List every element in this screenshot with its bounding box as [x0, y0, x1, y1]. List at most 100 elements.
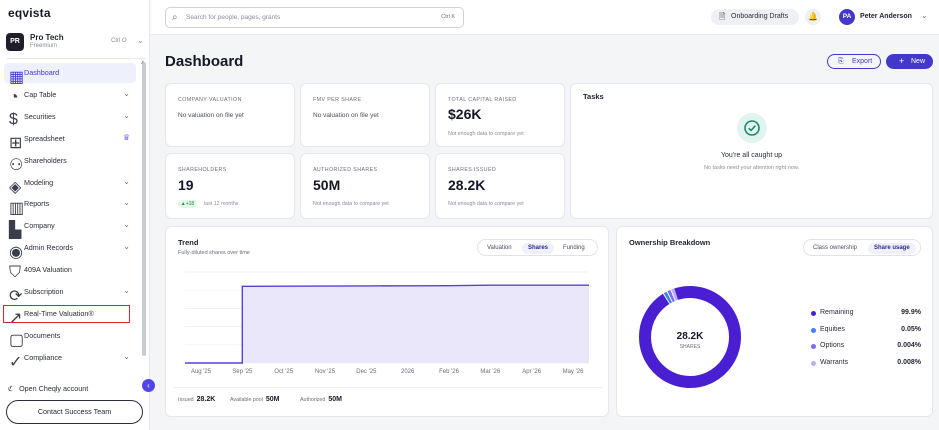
sidebar-scrollbar[interactable]: [142, 62, 146, 356]
tasks-title: Tasks: [583, 92, 604, 101]
sidebar-item-cap-table[interactable]: ◔ Cap Table ⌄: [4, 85, 136, 106]
metric-value: 50M: [313, 177, 341, 193]
x-tick-label: May '26: [563, 369, 584, 375]
legend-label: Options: [820, 342, 845, 349]
sidebar-item-modeling[interactable]: ◈ Modeling ⌄: [4, 173, 136, 196]
tab-class-ownership[interactable]: Class ownership: [813, 245, 858, 251]
legend-swatch: [811, 327, 816, 333]
tab-valuation[interactable]: Valuation: [487, 245, 512, 251]
collapse-sidebar-button[interactable]: ‹: [142, 379, 155, 392]
ownership-donut-chart: 28.2K SHARES: [639, 286, 741, 388]
donut-slice-remaining: [639, 286, 741, 388]
export-button[interactable]: ⎘ Export: [827, 54, 881, 69]
legend-value: 99.9%: [901, 309, 921, 316]
trend-title: Trend: [178, 238, 199, 247]
sidebar: eqvista PR Pro Tech Freemium Ctrl O ⌄ ▦ D…: [0, 0, 150, 430]
metric-sub: last 12 months: [204, 201, 239, 207]
x-tick-label: Dec '25: [356, 369, 377, 375]
metric-label: TOTAL CAPITAL RAISED: [448, 97, 517, 103]
page-title: Dashboard: [165, 53, 244, 70]
divider: [6, 58, 146, 59]
compliance-icon: ✓: [9, 353, 23, 371]
sidebar-item-dashboard[interactable]: ▦ Dashboard: [4, 63, 136, 86]
x-tick-label: Sep '25: [232, 369, 253, 375]
chevron-down-icon: ⌄: [123, 286, 130, 295]
sidebar-item-documents[interactable]: ▢ Documents: [4, 326, 136, 349]
sidebar-item-label: Spreadsheet: [24, 133, 65, 143]
footer-pool: Available pool 50M: [230, 396, 280, 403]
sidebar-item-label: Admin Records: [24, 243, 74, 253]
sidebar-item-label: Modeling: [24, 177, 54, 187]
top-header: ⌕ Search for people, pages, grants Ctrl …: [151, 0, 939, 35]
sidebar-item-409a-valuation[interactable]: ⛉ 409A Valuation: [4, 260, 136, 281]
metric-note: No valuation on file yet: [313, 112, 379, 119]
bell-icon[interactable]: 🔔: [805, 9, 821, 25]
legend-item-equities: Equities 0.05%: [811, 325, 921, 335]
legend-swatch: [811, 360, 816, 366]
metric-label: COMPANY VALUATION: [178, 97, 242, 103]
org-switcher[interactable]: PR Pro Tech Freemium Ctrl O ⌄: [6, 33, 146, 55]
metric-sub: Not enough data to compare yet: [448, 131, 524, 137]
sidebar-item-label: Documents: [24, 330, 61, 340]
search-input[interactable]: ⌕ Search for people, pages, grants Ctrl …: [165, 7, 464, 28]
document-icon: 🗎: [719, 12, 726, 21]
sidebar-item-company[interactable]: ▙ Company ⌄: [4, 216, 136, 240]
layers-icon: ◈: [9, 178, 22, 196]
users-icon: ⚇: [9, 156, 24, 174]
search-shortcut: Ctrl K: [441, 14, 455, 20]
cheqly-link[interactable]: ℭ Open Cheqly account: [8, 384, 94, 393]
x-tick-label: Feb '26: [439, 369, 459, 375]
sidebar-item-subscription[interactable]: ⟳ Subscription ⌄: [4, 282, 136, 305]
chevron-down-icon: ⌄: [123, 220, 130, 230]
tab-funding[interactable]: Funding: [563, 245, 585, 251]
tasks-card: Tasks You're all caught up No tasks need…: [570, 83, 933, 219]
footer-issued-label: Issued: [178, 397, 194, 403]
org-name: Pro Tech: [30, 33, 64, 42]
sidebar-item-label: Real-Time Valuation®: [24, 308, 94, 318]
ownership-tabs: Class ownership Share usage: [803, 239, 921, 256]
cheqly-icon: ℭ: [8, 384, 14, 393]
tab-share-usage[interactable]: Share usage: [868, 243, 916, 254]
trend-line: [185, 284, 589, 364]
footer-authorized-label: Authorized: [300, 397, 326, 403]
sidebar-item-reports[interactable]: ▥ Reports ⌄: [4, 194, 136, 217]
contact-success-button[interactable]: Contact Success Team: [6, 400, 143, 424]
sidebar-item-shareholders[interactable]: ⚇ Shareholders: [4, 151, 136, 174]
building-icon: ▙: [9, 222, 22, 240]
user-avatar[interactable]: PA: [839, 9, 855, 25]
eqvista-logo[interactable]: eqvista: [8, 6, 51, 20]
x-tick-label: 2026: [401, 369, 415, 375]
metric-note: No valuation on file yet: [178, 112, 244, 119]
sidebar-item-admin-records[interactable]: ◉ Admin Records ⌄: [4, 238, 136, 262]
tasks-empty-note: No tasks need your attention right now.: [703, 165, 800, 171]
footer-authorized-value: 50M: [328, 396, 342, 403]
org-shortcut: Ctrl O: [111, 38, 127, 44]
grid-icon: ▦: [9, 69, 25, 86]
chevron-down-icon: ⌄: [123, 351, 130, 361]
sidebar-item-compliance[interactable]: ✓ Compliance ⌄: [4, 348, 136, 371]
footer-pool-value: 50M: [265, 396, 280, 403]
legend-item-warrants: Warrants 0.008%: [811, 358, 921, 368]
tab-shares[interactable]: Shares: [522, 243, 555, 254]
sidebar-item-securities[interactable]: $ Securities ⌄: [4, 107, 136, 128]
sidebar-item-spreadsheet[interactable]: ⊞ Spreadsheet ♛: [4, 129, 136, 152]
new-button[interactable]: + New: [886, 54, 933, 69]
legend-label: Equities: [820, 325, 845, 333]
x-tick-label: Aug '25: [191, 369, 212, 375]
donut-center-value: 28.2K: [677, 331, 704, 342]
user-name[interactable]: Peter Anderson: [860, 13, 912, 20]
search-icon: ⌕: [172, 12, 178, 23]
onboarding-drafts-button[interactable]: 🗎 Onboarding Drafts: [711, 9, 799, 25]
sidebar-item-label: Securities: [24, 111, 56, 121]
chevron-down-icon[interactable]: ⌄: [921, 11, 928, 20]
footer-authorized: Authorized 50M: [300, 396, 342, 403]
metric-value: 28.2K: [448, 177, 486, 193]
trend-tabs: Valuation Shares Funding: [477, 239, 598, 256]
cheqly-label: Open Cheqly account: [19, 384, 89, 393]
legend-label: Warrants: [820, 358, 849, 366]
record-icon: ◉: [9, 244, 23, 262]
chevron-down-icon: ⌄: [123, 176, 130, 186]
fmv-card: FMV PER SHARE No valuation on file yet: [300, 83, 430, 147]
sidebar-item-label: Subscription: [24, 287, 64, 296]
sidebar-item-label: 409A Valuation: [24, 265, 72, 275]
